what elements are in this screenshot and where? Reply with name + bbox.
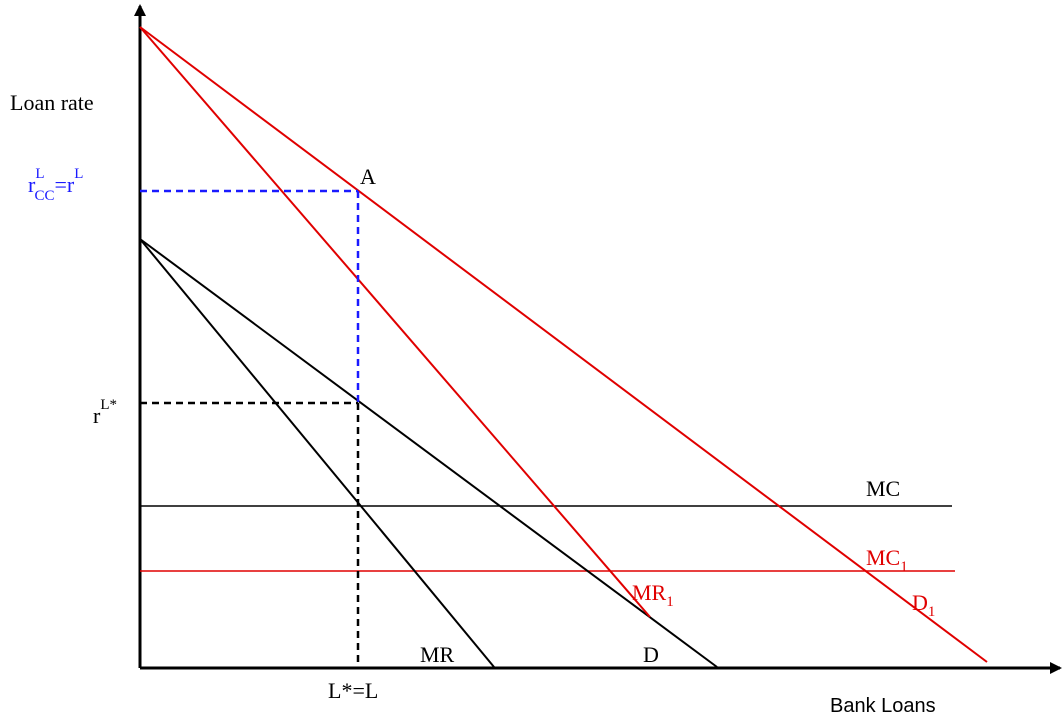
y-axis-label: Loan rate xyxy=(10,90,94,115)
mc-label: MC xyxy=(866,476,900,501)
mr1-label: MR1 xyxy=(632,580,674,610)
d1-label: D1 xyxy=(912,590,935,620)
d1-curve xyxy=(139,26,988,663)
point-a-label: A xyxy=(360,164,376,189)
d-curve xyxy=(139,238,718,668)
x-axis-label: Bank Loans xyxy=(830,695,936,717)
mr1-curve xyxy=(139,26,651,618)
r-star-label: rL* xyxy=(93,397,117,428)
mr-label: MR xyxy=(420,642,455,667)
mr-curve xyxy=(139,238,495,668)
d-label: D xyxy=(643,642,659,667)
l-star-label: L*=L xyxy=(328,678,378,703)
r-cc-label: rL CC=rL xyxy=(28,166,83,204)
mc1-label: MC1 xyxy=(866,545,908,575)
